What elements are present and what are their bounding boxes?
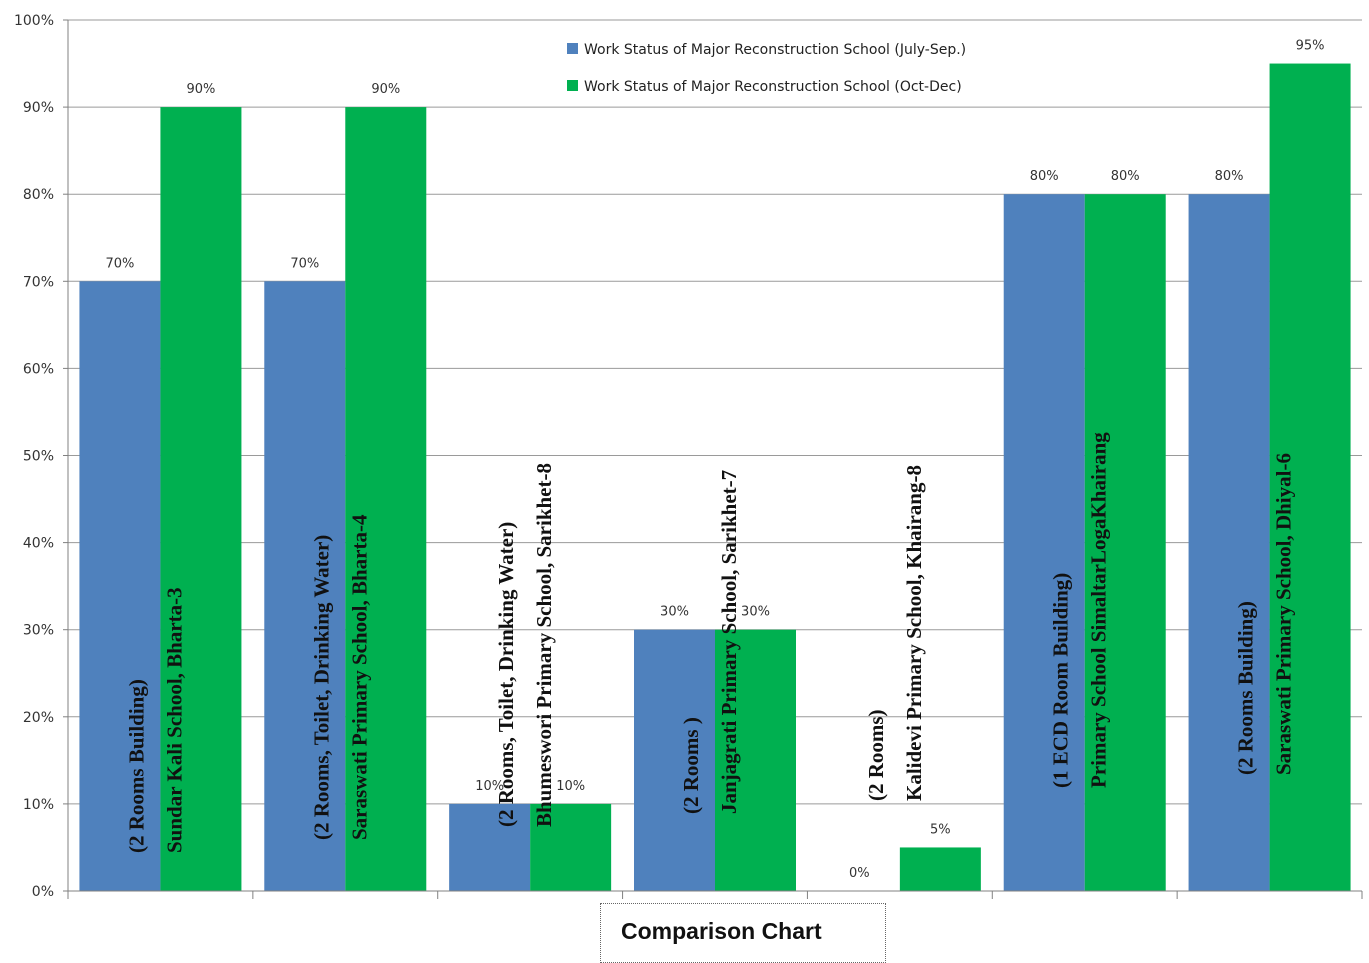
y-tick-label: 60% — [23, 361, 54, 377]
data-label: 0% — [849, 866, 870, 881]
y-tick-label: 20% — [23, 710, 54, 726]
y-tick-label: 50% — [23, 449, 54, 465]
y-tick-label: 100% — [14, 13, 54, 29]
legend: Work Status of Major Reconstruction Scho… — [567, 42, 966, 95]
data-label: 30% — [741, 605, 770, 620]
data-label: 80% — [1030, 169, 1059, 184]
bar — [899, 847, 981, 891]
data-label: 90% — [186, 82, 215, 97]
bar — [1084, 194, 1166, 891]
category-labels: (2 Rooms Building) Sundar Kali School, Bh… — [124, 432, 1295, 853]
data-label: 10% — [556, 779, 585, 794]
chart-title: Comparison Chart — [621, 918, 822, 944]
bar — [1269, 63, 1351, 892]
category-label: Saraswati Primary School, Bharta-4 — [347, 514, 371, 840]
chart-title-box: Comparison Chart — [600, 903, 886, 963]
legend-entry: Work Status of Major Reconstruction Scho… — [584, 42, 966, 58]
y-tick-label: 70% — [23, 274, 54, 290]
y-tick-label: 90% — [23, 100, 54, 116]
category-label: Janjagrati Primary School, Sarikhet-7 — [717, 470, 741, 814]
data-label: 80% — [1215, 169, 1244, 184]
y-tick-label: 40% — [23, 536, 54, 552]
bar — [1188, 194, 1270, 891]
bar — [160, 107, 242, 892]
bar — [1003, 194, 1085, 891]
category-label: Primary School SimaltarLogaKhairang — [1087, 432, 1111, 788]
bar — [79, 281, 161, 891]
data-label: 5% — [930, 822, 951, 837]
category-label: (1 ECD Room Building) — [1049, 573, 1073, 788]
data-label: 30% — [660, 605, 689, 620]
category-label: (2 Rooms) — [864, 709, 888, 801]
legend-entry: Work Status of Major Reconstruction Scho… — [584, 79, 962, 95]
bar — [715, 629, 796, 891]
data-label: 80% — [1111, 169, 1140, 184]
data-label: 70% — [105, 256, 134, 271]
y-tick-label: 80% — [23, 187, 54, 203]
y-tick-label: 10% — [23, 797, 54, 813]
axes — [63, 19, 1363, 899]
y-tick-label: 0% — [32, 884, 54, 900]
category-label: Saraswati Primary School, Dhiyal-6 — [1272, 453, 1296, 775]
bar — [530, 803, 612, 891]
category-label: (2 Rooms Building) — [124, 679, 148, 853]
category-label: Bhumeswori Primary School, Sarikhet-8 — [532, 463, 556, 827]
data-label: 10% — [475, 779, 504, 794]
bars — [79, 63, 1351, 892]
data-label: 90% — [371, 82, 400, 97]
category-label: (2 Rooms ) — [679, 717, 703, 814]
category-label: (2 Rooms, Toilet, Drinking Water) — [494, 522, 518, 827]
category-label: (2 Rooms, Toilet, Drinking Water) — [309, 535, 333, 840]
data-label: 95% — [1296, 39, 1325, 54]
data-label: 70% — [290, 256, 319, 271]
legend-swatch — [567, 80, 578, 91]
bar — [264, 281, 346, 891]
y-axis-ticks: 0% 10% 20% 30% 40% 50% 60% 70% 80% 90% 100% — [14, 13, 54, 900]
data-labels: 70% 90% 70% 90% 10% 10% 30% 30% 0% 5% 80% 80% 80% 95% — [105, 39, 1324, 881]
bar — [449, 803, 531, 891]
legend-swatch — [567, 43, 578, 54]
y-tick-label: 30% — [23, 623, 54, 639]
bar — [345, 107, 427, 892]
bar — [634, 629, 715, 891]
category-label: Kalidevi Primary School, Khairang-8 — [902, 465, 926, 801]
category-label: (2 Rooms Building) — [1234, 601, 1258, 775]
category-label: Sundar Kali School, Bharta-3 — [162, 587, 186, 853]
